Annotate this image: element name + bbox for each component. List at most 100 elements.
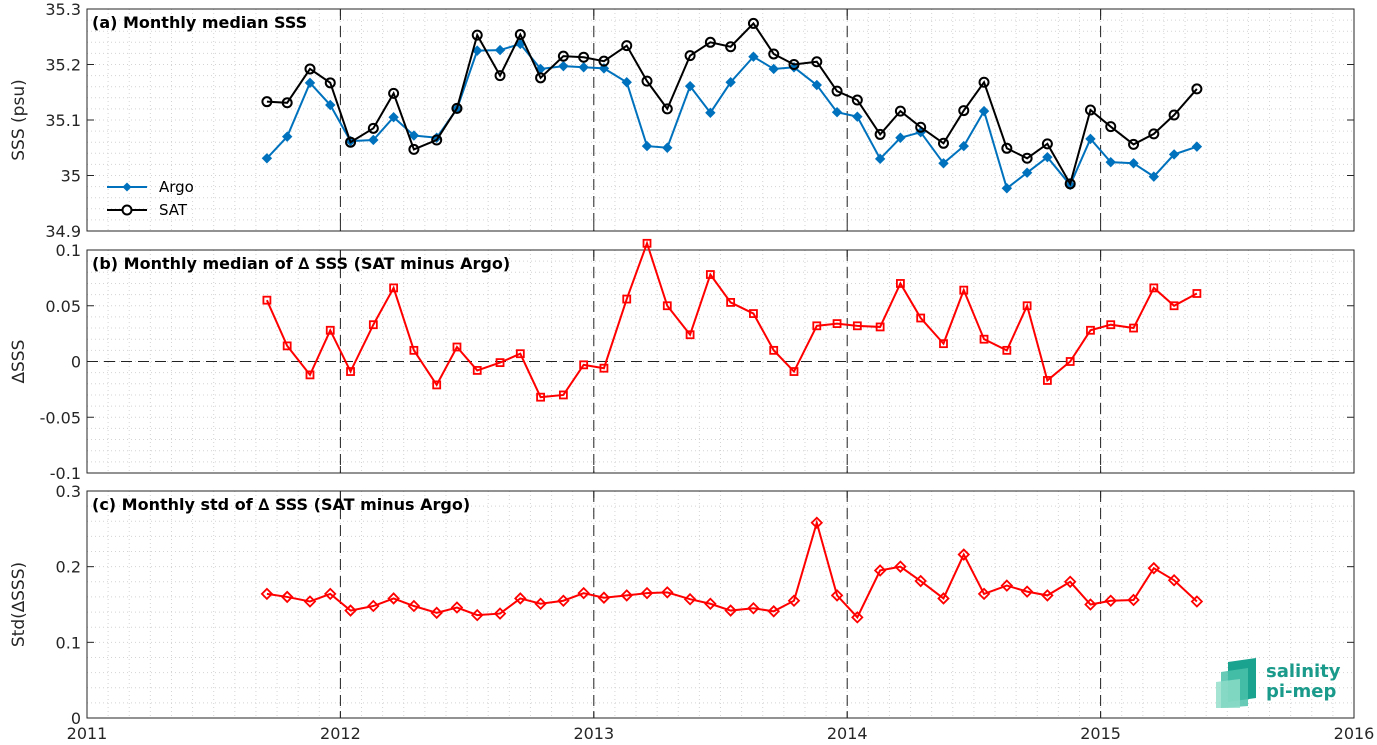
data-point [1020, 585, 1034, 598]
series-argo [261, 38, 1203, 194]
data-point [515, 349, 525, 359]
series-line [266, 519, 1198, 620]
data-point [978, 76, 990, 88]
y-tick-label: 0.1 [56, 633, 81, 652]
data-point [557, 594, 570, 607]
data-point [895, 132, 906, 143]
data-point [389, 283, 399, 293]
data-point [1041, 589, 1054, 602]
y-axis-label: Std(∆SSS) [9, 562, 29, 647]
data-point [304, 77, 316, 89]
data-point [788, 59, 800, 70]
y-axis-label: ∆SSS [9, 340, 29, 385]
data-point [325, 99, 336, 111]
data-point [957, 548, 971, 561]
data-point [493, 607, 507, 620]
grid [86, 8, 1355, 232]
data-point [471, 29, 483, 41]
data-point [726, 298, 736, 307]
data-point [747, 602, 760, 615]
data-point [432, 380, 442, 390]
data-point [1169, 301, 1179, 311]
data-point [851, 611, 864, 624]
data-point [1021, 152, 1033, 164]
data-point [578, 62, 589, 73]
data-point [831, 107, 843, 118]
data-point [768, 48, 780, 60]
y-tick-label: 35 [61, 167, 81, 186]
data-point [387, 592, 400, 605]
data-point [642, 238, 652, 248]
logo-line2: pi-mep [1266, 681, 1336, 702]
data-point [939, 339, 948, 349]
data-point [323, 587, 337, 601]
y-tick-label: 0.1 [56, 241, 81, 260]
data-point [1085, 133, 1096, 145]
data-point [1191, 83, 1203, 95]
data-point [388, 87, 400, 99]
data-point [597, 591, 611, 604]
data-point [451, 102, 463, 114]
data-point [1168, 149, 1180, 160]
data-point [640, 586, 654, 600]
data-point [303, 595, 317, 608]
data-point [622, 294, 632, 304]
data-point [430, 606, 443, 620]
data-point [1190, 595, 1204, 608]
legend-marker [121, 204, 133, 216]
data-point [409, 345, 419, 355]
data-point [368, 134, 379, 146]
data-point [1128, 138, 1140, 150]
data-point [769, 345, 779, 355]
data-point [1148, 128, 1160, 140]
data-point [1105, 121, 1117, 133]
data-point [915, 121, 927, 133]
data-point [1063, 575, 1077, 589]
logo-waves-icon [1216, 658, 1256, 708]
x-tick-label: 2015 [1080, 724, 1121, 743]
data-point [662, 142, 673, 153]
grid [86, 249, 1355, 474]
legend-label: SAT [159, 201, 188, 219]
data-point [1106, 320, 1116, 330]
series-delta [262, 238, 1202, 402]
data-point [324, 77, 336, 89]
y-tick-label: 35.1 [45, 111, 81, 130]
data-point [1128, 158, 1139, 169]
data-point [1147, 561, 1161, 575]
data-point [261, 96, 273, 108]
data-point [937, 592, 950, 605]
series-line [266, 21, 1198, 187]
data-point [514, 592, 527, 605]
data-point [812, 321, 822, 331]
grid [86, 490, 1355, 719]
data-point [705, 270, 715, 279]
series-line [265, 240, 1198, 399]
data-point [852, 111, 863, 122]
data-point [767, 605, 780, 618]
data-point [1191, 141, 1203, 152]
data-point [1129, 323, 1138, 333]
panel-a-sss: 34.9 35 35.1 35.2 35.3 SSS (psu) (a) Monthly m… [9, 0, 1355, 241]
data-point [280, 590, 294, 604]
data-point [685, 330, 695, 340]
data-point [281, 131, 293, 142]
y-tick-label: 0 [71, 709, 81, 728]
legend-marker [122, 182, 132, 192]
y-tick-label: 0.2 [56, 558, 81, 577]
data-point [282, 341, 292, 351]
data-point [304, 63, 316, 75]
data-point [749, 309, 758, 318]
data-point [1192, 289, 1202, 298]
data-point [896, 279, 905, 288]
data-point [599, 363, 609, 373]
y-axis-label: SSS (psu) [9, 79, 29, 160]
panel-title: (a) Monthly median SSS [92, 13, 307, 32]
data-point [977, 587, 991, 601]
logo-line1: salinity [1266, 661, 1341, 682]
data-point [621, 40, 633, 52]
data-point [875, 322, 885, 332]
data-point [978, 105, 990, 117]
data-point [408, 130, 420, 141]
